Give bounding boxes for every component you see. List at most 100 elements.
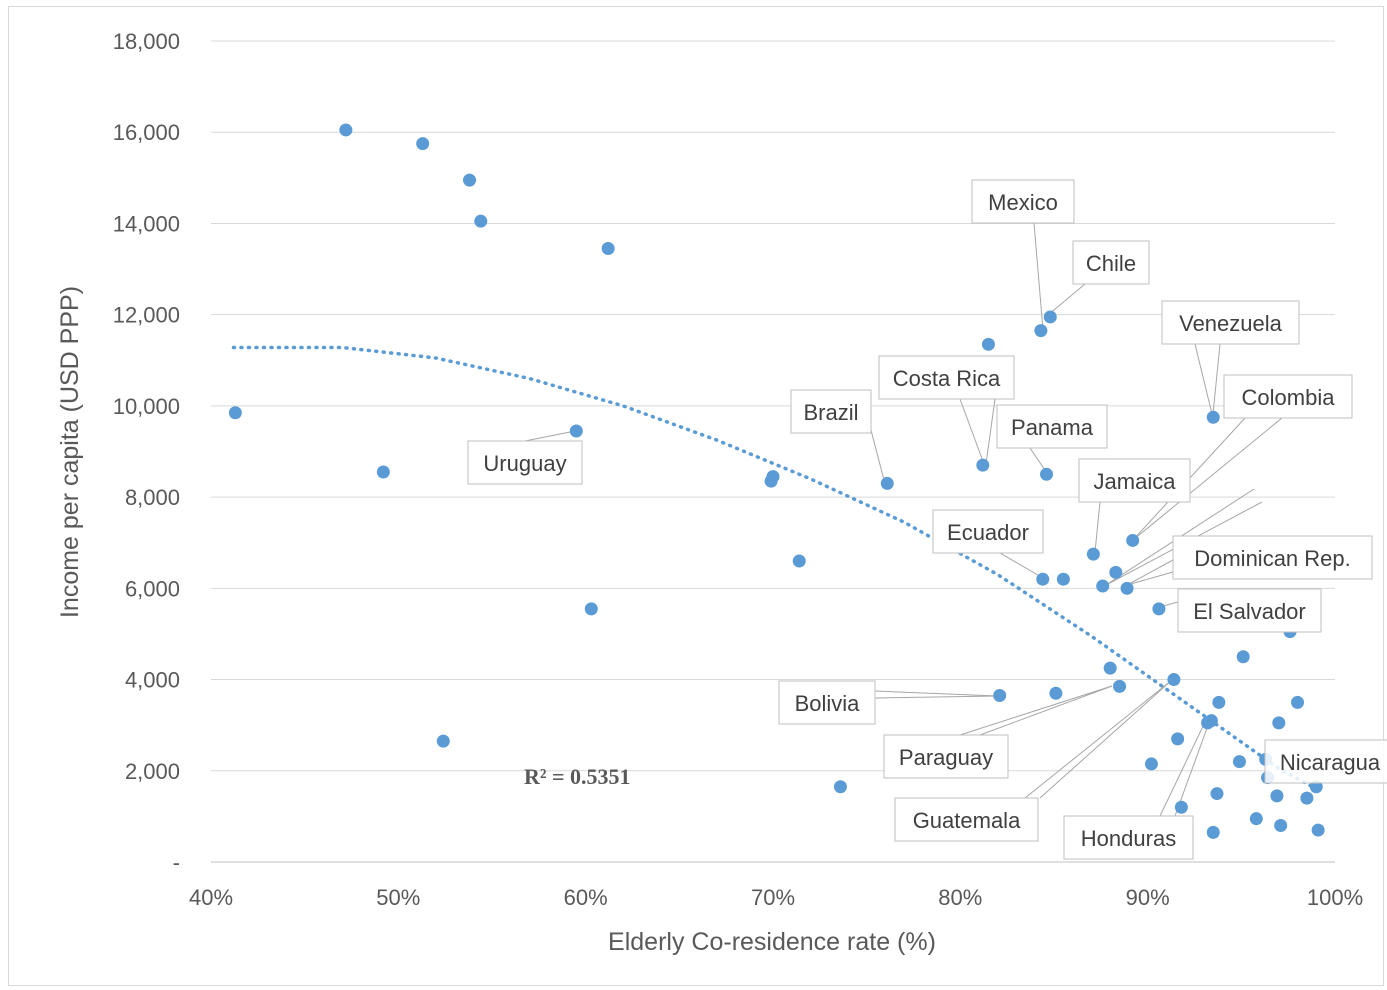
leader-line-dominican-rep- [1126,571,1174,586]
data-label-box-uruguay [467,440,583,485]
data-label-box-honduras [1063,815,1194,860]
x-tick-label: 90% [1126,885,1170,910]
data-point [436,734,450,748]
leader-line-jamaica [1094,501,1101,553]
leader-line-honduras [1174,719,1211,817]
data-point [474,214,488,228]
data-label-box-dominican-rep [1172,535,1373,580]
x-axis-title: Elderly Co-residence rate (%) [608,928,936,956]
leader-line-guatemala [1024,679,1173,799]
data-point [1049,686,1063,700]
data-label-box-guatemala [894,797,1039,842]
data-label-box-ecuador [932,509,1044,554]
leader-line-paraguay [959,685,1113,736]
data-point [1270,789,1284,803]
x-tick-label: 80% [938,885,982,910]
data-point [1300,791,1314,805]
leader-line-paraguay [979,685,1113,736]
data-point [1144,757,1158,771]
data-label-box-chile [1072,240,1150,285]
leader-line-colombia [1132,417,1283,541]
data-point [1249,812,1263,826]
data-label-box-venezuela [1161,300,1300,345]
data-label-costa-rica: Costa Rica [893,366,1001,391]
leader-line-bolivia [874,690,999,697]
r-squared-label: R² = 0.5351 [524,764,631,789]
leader-line-costa-rica [985,398,996,465]
y-tick-label: - [173,850,180,875]
data-label-panama: Panama [1011,415,1094,440]
data-label-box-brazil [790,389,872,434]
data-label-box-el-salvador [1177,588,1322,633]
data-label-box-paraguay [883,734,1009,779]
data-label-ecuador: Ecuador [947,520,1029,545]
leader-line-uruguay [524,430,576,442]
leader-line-chile [1047,283,1086,316]
data-point [833,780,847,794]
leader-line-brazil [870,429,886,485]
x-tick-label: 70% [751,885,795,910]
data-point [1174,800,1188,814]
y-tick-label: 2,000 [125,759,180,784]
y-axis-title: Income per capita (USD PPP) [56,286,84,618]
y-tick-labels: - 2,000 4,000 6,000 8,000 10,000 12,000 14,000 1… [113,29,180,875]
data-point [1120,581,1134,595]
data-point [1204,714,1218,728]
data-point [1086,547,1100,561]
x-tick-label: 100% [1307,885,1363,910]
y-tick-label: 18,000 [113,29,180,54]
data-label-brazil: Brazil [803,400,858,425]
data-point [1232,755,1246,769]
data-point [1272,716,1286,730]
leader-line-honduras [1159,719,1207,817]
data-point [416,137,430,151]
data-point [792,554,806,568]
data-label-bolivia: Bolivia [795,691,861,716]
data-label-box-panama [996,404,1108,449]
data-point [976,458,990,472]
data-label-dominican-rep: Dominican Rep. [1194,546,1351,571]
data-point [1236,650,1250,664]
data-label-colombia: Colombia [1242,385,1336,410]
leader-line-venezuela [1212,343,1221,415]
data-point [1206,825,1220,839]
data-label-jamaica: Jamaica [1094,469,1177,494]
data-label-honduras: Honduras [1081,826,1176,851]
data-point [1056,572,1070,586]
data-point [766,470,780,484]
data-point [1212,695,1226,709]
y-tick-label: 14,000 [113,211,180,236]
data-label-uruguay: Uruguay [483,451,566,476]
data-point [569,424,583,438]
data-labels: Uruguay Brazil Costa Rica Bolivia Mexico Ecua… [467,179,1387,860]
data-point [1126,533,1140,547]
data-point [1036,572,1050,586]
data-label-chile: Chile [1086,251,1136,276]
y-tick-label: 8,000 [125,485,180,510]
leader-line-bolivia [874,695,999,699]
data-point [1113,679,1127,693]
data-point [1167,673,1181,687]
data-label-box-jamaica [1078,458,1191,503]
leader-line-venezuela [1194,343,1213,415]
data-point [463,173,477,187]
data-label-box-nicaragua [1264,739,1387,784]
leader-line-ecuador [999,552,1044,579]
data-point [1274,819,1288,833]
data-point [1171,732,1185,746]
data-point [339,123,353,137]
data-label-el-salvador: El Salvador [1193,599,1306,624]
data-label-box-costa-rica [878,355,1015,400]
data-label-box-colombia [1223,374,1353,419]
y-tick-label: 6,000 [125,576,180,601]
data-label-box-mexico [971,179,1075,224]
data-point [880,476,894,490]
data-label-guatemala: Guatemala [913,808,1021,833]
x-tick-label: 50% [376,885,420,910]
data-point [584,602,598,616]
data-point [981,337,995,351]
data-label-venezuela: Venezuela [1179,311,1283,336]
data-point [1152,602,1166,616]
data-point [1206,410,1220,424]
